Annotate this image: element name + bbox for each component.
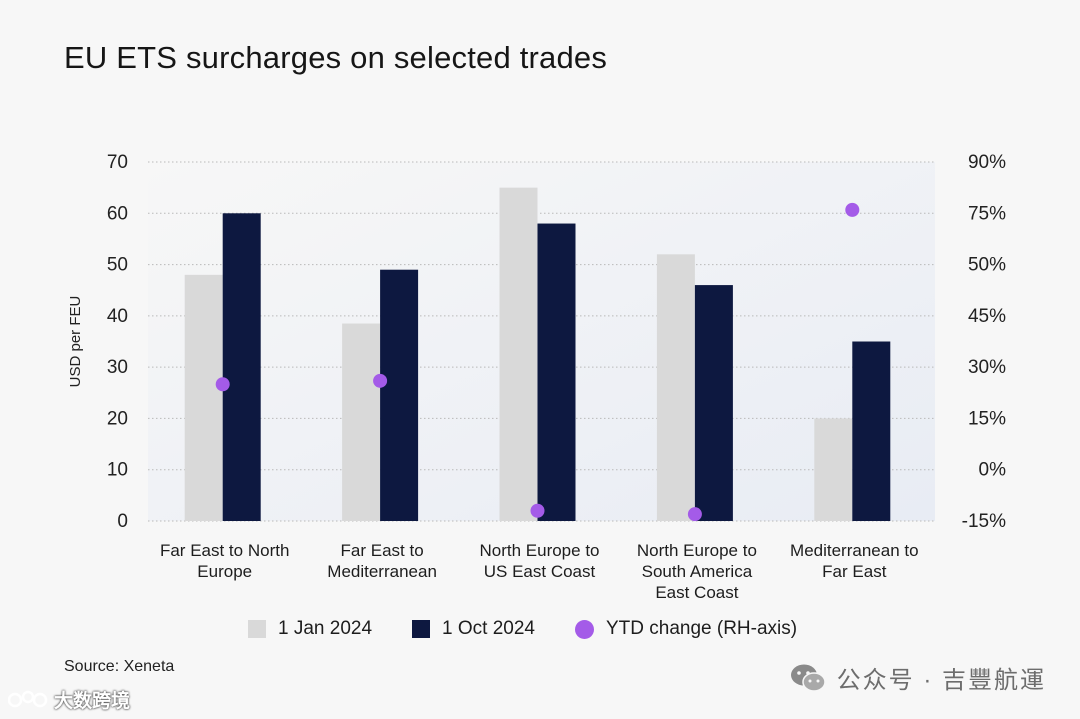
y-tick-label: 60 xyxy=(107,203,128,224)
legend-label-oct: 1 Oct 2024 xyxy=(442,618,535,639)
ytd-change-dot xyxy=(687,507,702,522)
x-category-label: Europe xyxy=(197,562,252,581)
watermark-text: 公众号 · 吉豐航運 xyxy=(836,667,1046,694)
x-category-label: North Europe to xyxy=(637,541,757,560)
x-category-label: Far East xyxy=(822,562,887,581)
y2-tick-label: 15% xyxy=(968,408,1006,429)
ytd-change-dot xyxy=(373,373,388,388)
y-tick-label: 20 xyxy=(107,408,128,429)
brand-text: 大数跨境 xyxy=(54,691,131,712)
y2-tick-label: 50% xyxy=(968,255,1006,276)
bar-oct-2024 xyxy=(694,285,733,521)
y-tick-label: 70 xyxy=(107,152,128,173)
y2-tick-label: 90% xyxy=(968,152,1006,173)
ytd-change-dot xyxy=(845,202,860,217)
chart-title: EU ETS surcharges on selected trades xyxy=(64,40,608,75)
x-category-label: Mediterranean to xyxy=(790,541,919,560)
legend-swatch-jan xyxy=(248,620,266,638)
brand-logo: 大数跨境 xyxy=(8,686,130,713)
bar-jan-2024 xyxy=(814,418,853,521)
source-note: Source: Xeneta xyxy=(64,658,175,675)
brand-icon xyxy=(8,690,48,707)
y2-tick-label: 75% xyxy=(968,203,1006,224)
ytd-change-dot xyxy=(530,503,545,518)
y-tick-label: 30 xyxy=(107,357,128,378)
x-category-label: East Coast xyxy=(655,583,738,602)
watermark: 公众号 · 吉豐航運 xyxy=(789,660,1046,695)
bar-oct-2024 xyxy=(852,341,891,521)
ytd-change-dot xyxy=(215,377,230,392)
x-category-label: Mediterranean xyxy=(327,562,437,581)
bar-jan-2024 xyxy=(184,274,223,521)
y2-tick-label: 0% xyxy=(979,460,1007,481)
bar-oct-2024 xyxy=(380,269,419,521)
y2-tick-label: 30% xyxy=(968,357,1006,378)
bar-jan-2024 xyxy=(656,254,695,522)
x-category-label: Far East to North xyxy=(160,541,289,560)
legend-item-ytd: YTD change (RH-axis) xyxy=(574,618,798,640)
bar-oct-2024 xyxy=(222,213,261,522)
y-tick-label: 0 xyxy=(117,511,128,532)
y2-tick-label: -15% xyxy=(962,511,1006,532)
x-category-label: South America xyxy=(642,562,753,581)
y2-tick-label: 45% xyxy=(968,306,1006,327)
wechat-icon xyxy=(790,664,826,692)
y-axis-label: USD per FEU xyxy=(67,296,84,388)
legend-label-ytd: YTD change (RH-axis) xyxy=(605,618,798,639)
y-tick-label: 10 xyxy=(107,460,128,481)
x-category-label: North Europe to xyxy=(479,541,599,560)
x-category-label: Far East to xyxy=(341,541,424,560)
x-category-label: US East Coast xyxy=(484,562,596,581)
legend-label-jan: 1 Jan 2024 xyxy=(278,618,373,639)
legend-item-jan: 1 Jan 2024 xyxy=(248,618,372,640)
legend: 1 Jan 2024 1 Oct 2024 YTD change (RH-axi… xyxy=(248,618,837,640)
bar-jan-2024 xyxy=(499,187,538,521)
legend-swatch-ytd xyxy=(574,619,594,639)
legend-item-oct: 1 Oct 2024 xyxy=(412,618,535,640)
y-tick-label: 50 xyxy=(107,255,128,276)
bar-oct-2024 xyxy=(537,223,576,522)
legend-swatch-oct xyxy=(412,620,431,638)
y-tick-label: 40 xyxy=(107,306,128,327)
bar-jan-2024 xyxy=(342,323,381,521)
